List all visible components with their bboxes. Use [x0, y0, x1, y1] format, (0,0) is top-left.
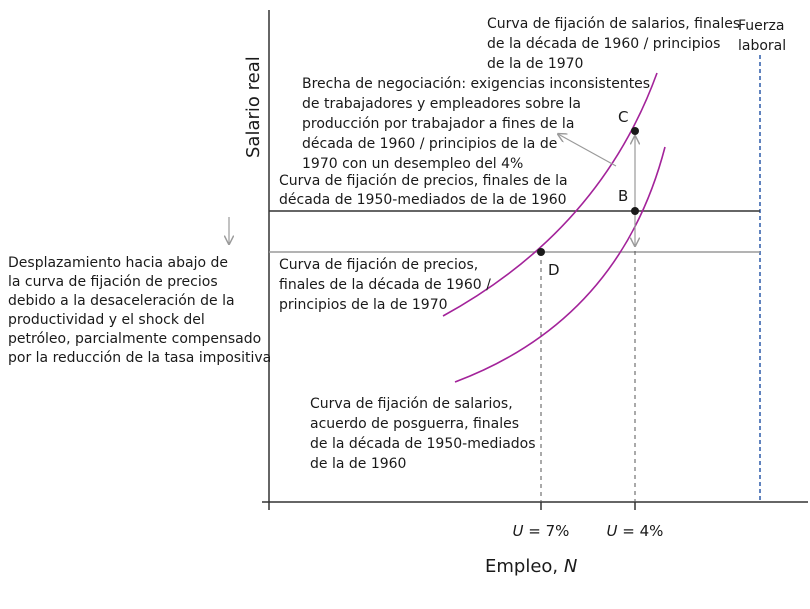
wage-curve-low-label-line: acuerdo de posguerra, finales — [310, 416, 519, 432]
shift-note-label-line: por la reducción de la tasa impositiva — [8, 350, 271, 366]
point-c-label: C — [618, 108, 628, 126]
wage-curve-low-label-line: Curva de fijación de salarios, — [310, 396, 513, 412]
bargaining-gap-label-line: de trabajadores y empleadores sobre la — [302, 96, 581, 112]
wage-curve-low-label-line: de la de 1960 — [310, 456, 406, 472]
price-curve-low-label-line: principios de la de 1970 — [279, 297, 448, 313]
shift-note-label: Desplazamiento hacia abajo de la curva d… — [8, 255, 271, 366]
point-b — [631, 207, 639, 215]
x-tick-u4-var: U — [607, 522, 618, 540]
x-axis-label-text: Empleo, — [485, 556, 564, 577]
labor-force-label-line: Fuerza — [738, 18, 784, 34]
wage-curve-high-label-line: de la de 1970 — [487, 56, 583, 72]
shift-note-label-line: Desplazamiento hacia abajo de — [8, 255, 228, 271]
x-tick-label-u7: U = 7% — [513, 522, 570, 540]
wage-curve-high-label-line: Curva de fijación de salarios, finales — [487, 16, 740, 32]
shift-note-label-line: debido a la desaceleración de la — [8, 293, 235, 309]
price-curve-high-label-line: Curva de fijación de precios, finales de… — [279, 173, 568, 189]
x-axis-label-var: N — [564, 556, 577, 577]
price-curve-high-label: Curva de fijación de precios, finales de… — [279, 173, 572, 208]
price-curve-low-label-line: Curva de fijación de precios, — [279, 257, 478, 273]
wage-setting-curve-low — [454, 146, 666, 383]
wage-curve-low-label: Curva de fijación de salarios, acuerdo d… — [310, 396, 540, 472]
point-d — [537, 248, 545, 256]
x-tick-label-u4: U = 4% — [607, 522, 664, 540]
bargaining-gap-label-line: producción por trabajador a fines de la — [302, 116, 574, 132]
shift-note-label-line: petróleo, parcialmente compensado — [8, 331, 261, 347]
x-tick-u7-var: U — [513, 522, 524, 540]
price-curve-low-label-line: finales de la década de 1960 / — [279, 277, 491, 293]
shift-note-label-line: productividad y el shock del — [8, 312, 205, 328]
price-curve-high-label-line: década de 1950-mediados de la de 1960 — [279, 192, 567, 208]
point-b-label: B — [618, 187, 628, 205]
wage-curve-high-label-line: de la década de 1960 / principios — [487, 36, 720, 52]
x-axis-label: Empleo, N — [485, 556, 577, 577]
gap-pointer-arrow — [558, 134, 617, 167]
y-axis-label: Salario real — [243, 56, 264, 158]
bargaining-gap-label: Brecha de negociación: exigencias incons… — [302, 76, 655, 172]
labor-force-label: Fuerza laboral — [738, 18, 789, 54]
x-tick-u4-text: = 4% — [618, 522, 664, 540]
point-c — [631, 127, 639, 135]
point-d-label: D — [548, 261, 560, 279]
shift-note-label-line: la curva de fijación de precios — [8, 274, 218, 290]
bargaining-gap-label-line: 1970 con un desempleo del 4% — [302, 156, 523, 172]
price-curve-low-label: Curva de fijación de precios, finales de… — [279, 257, 495, 313]
x-tick-u7-text: = 7% — [524, 522, 570, 540]
bargaining-gap-label-line: década de 1960 / principios de la de — [302, 136, 557, 152]
labor-force-label-line: laboral — [738, 38, 786, 54]
bargaining-gap-label-line: Brecha de negociación: exigencias incons… — [302, 76, 650, 92]
wage-curve-low-label-line: de la década de 1950-mediados — [310, 436, 536, 452]
wage-setting-curve-high — [442, 72, 658, 317]
wage-curve-high-label: Curva de fijación de salarios, finales d… — [487, 16, 745, 72]
